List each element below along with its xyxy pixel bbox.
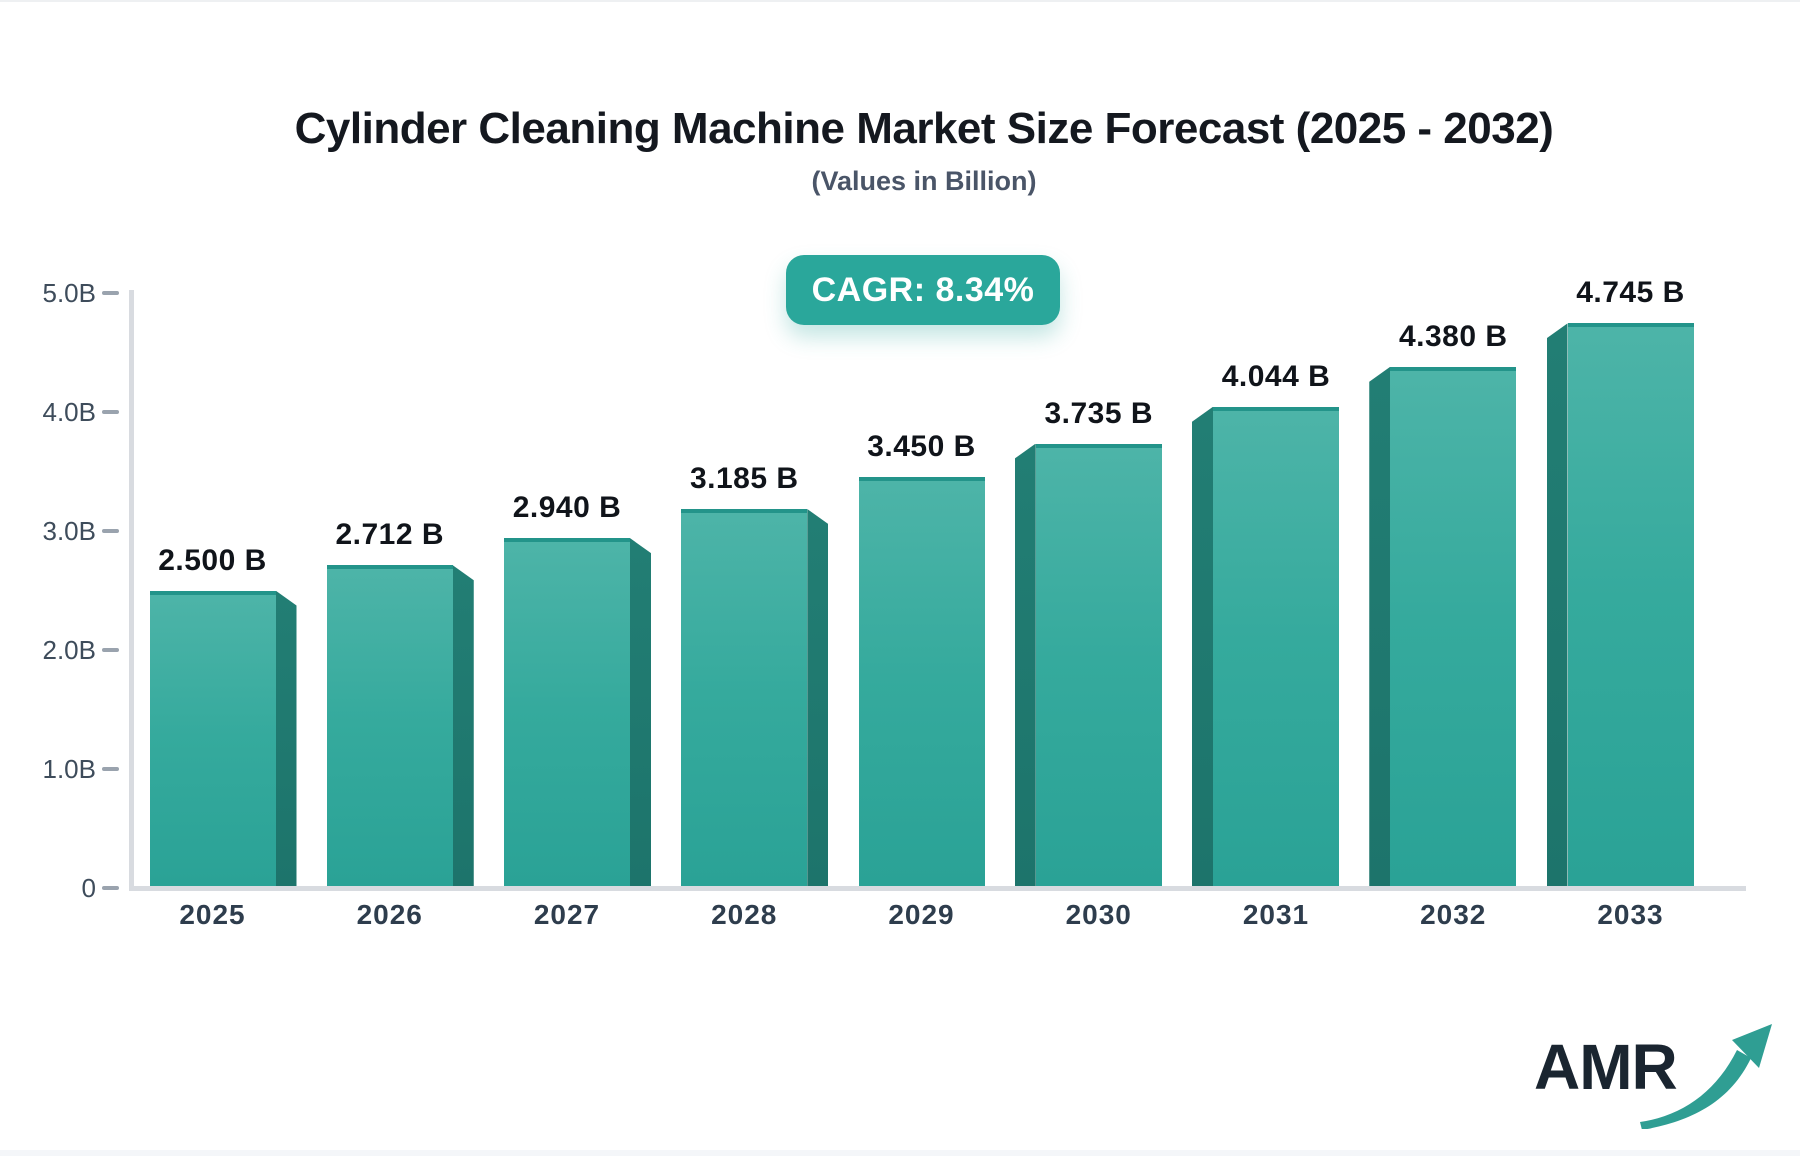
cagr-badge-label: CAGR: 8.34% xyxy=(811,270,1035,309)
bar-2032 xyxy=(1390,366,1517,888)
bar-value-label: 3.185 B xyxy=(689,461,799,495)
bar-value-label: 4.745 B xyxy=(1576,276,1685,310)
x-axis-label-2033: 2033 xyxy=(1597,899,1664,930)
y-tick-mark xyxy=(102,529,119,533)
bar-2033 xyxy=(1567,323,1694,888)
bar-2025 xyxy=(149,590,276,888)
y-tick-label: 3.0B xyxy=(42,516,97,546)
x-axis-label-2031: 2031 xyxy=(1242,899,1310,930)
x-axis-label-2028: 2028 xyxy=(711,899,778,930)
chart-title: Cylinder Cleaning Machine Market Size Fo… xyxy=(294,104,1554,153)
y-tick-mark xyxy=(102,886,119,890)
y-tick-label: 1.0B xyxy=(42,754,97,784)
bar-value-label: 3.735 B xyxy=(1044,396,1154,430)
bar-2028 xyxy=(681,508,808,888)
x-axis-label-2026: 2026 xyxy=(356,899,423,930)
bar-side-2031 xyxy=(1192,406,1213,888)
bar-side-2032 xyxy=(1369,366,1391,888)
bar-side-2026 xyxy=(452,565,474,888)
bar-side-2033 xyxy=(1546,323,1568,888)
x-axis-label-2030: 2030 xyxy=(1065,899,1132,930)
y-tick-mark xyxy=(102,767,119,771)
bar-2029 xyxy=(858,477,985,888)
y-tick-label: 0 xyxy=(81,873,96,903)
bottom-border-strip xyxy=(0,1150,1800,1156)
bar-value-label: 4.044 B xyxy=(1221,359,1331,393)
y-axis-line xyxy=(129,290,134,891)
bar-2030 xyxy=(1035,443,1162,888)
growth-arrow-icon xyxy=(1640,1024,1772,1129)
bar-side-2030 xyxy=(1014,443,1036,888)
x-axis-line xyxy=(129,886,1746,891)
bar-value-label: 2.940 B xyxy=(512,491,622,525)
y-tick-mark xyxy=(102,291,119,295)
bar-value-label: 4.380 B xyxy=(1398,319,1508,353)
y-tick-mark xyxy=(102,648,119,652)
bar-value-label: 3.450 B xyxy=(867,430,976,464)
bar-2031 xyxy=(1213,406,1339,888)
y-tick-label: 4.0B xyxy=(42,397,97,427)
bar-side-2025 xyxy=(275,590,297,888)
top-border-strip xyxy=(0,0,1800,2)
bar-side-2028 xyxy=(807,508,829,888)
x-axis-label-2029: 2029 xyxy=(888,899,955,930)
amr-logo-text: AMR xyxy=(1534,1031,1678,1103)
cagr-badge: CAGR: 8.34% xyxy=(786,255,1060,325)
chart-subtitle: (Values in Billion) xyxy=(811,166,1037,196)
amr-logo: AMR xyxy=(1520,1012,1780,1132)
bar-value-label: 2.500 B xyxy=(158,543,267,577)
bar-side-2027 xyxy=(630,538,651,888)
y-tick-label: 5.0B xyxy=(42,278,97,308)
x-axis-label-2027: 2027 xyxy=(533,899,601,930)
bar-2026 xyxy=(326,565,453,888)
bar-value-label: 2.712 B xyxy=(335,518,445,552)
x-axis-label-2032: 2032 xyxy=(1420,899,1487,930)
x-axis-label-2025: 2025 xyxy=(179,899,246,930)
y-tick-mark xyxy=(102,410,119,414)
y-tick-label: 2.0B xyxy=(42,635,97,665)
bar-2027 xyxy=(504,538,630,888)
